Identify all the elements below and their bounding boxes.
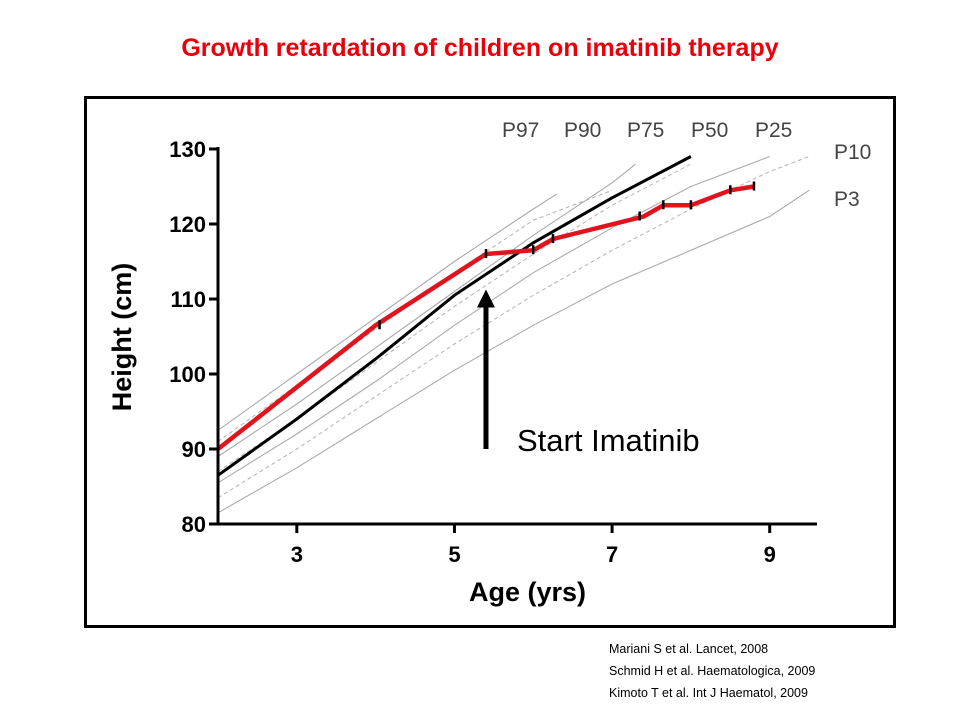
y-tick-label-120: 120 (169, 212, 206, 237)
percentile-line-p10 (217, 155, 810, 499)
percentile-line-p25 (217, 155, 770, 484)
percentile-label-p3: P3 (834, 188, 860, 211)
references: Mariani S et al. Lancet, 2008 Schmid H e… (609, 641, 815, 707)
y-tick-label-100: 100 (169, 362, 206, 387)
percentile-label-p50: P50 (691, 119, 728, 142)
x-axis-title: Age (yrs) (469, 577, 586, 607)
percentile-label-p75: P75 (627, 119, 664, 142)
percentile-label-p90: P90 (564, 119, 601, 142)
y-axis-title: Height (cm) (107, 263, 137, 412)
percentile-line-p97 (217, 193, 558, 431)
x-tick-label-3: 3 (291, 542, 303, 567)
annotation-arrow-head (476, 289, 495, 308)
percentile-label-p97: P97 (502, 119, 539, 142)
x-tick-label-5: 5 (448, 542, 460, 567)
y-tick-label-90: 90 (182, 437, 206, 462)
annotation-text: Start Imatinib (517, 423, 700, 458)
growth-chart: 80 90 100 110 120 130 3 5 7 9 Age (yrs) Height (cm)… (107, 119, 871, 607)
percentile-line-p3 (217, 189, 810, 514)
y-tick-label-110: 110 (171, 287, 207, 312)
patient-growth-line (216, 184, 755, 451)
reference-black-line (217, 155, 692, 477)
x-tick-label-7: 7 (606, 542, 618, 567)
page-title: Growth retardation of children on imatin… (181, 34, 779, 62)
x-tick-label-9: 9 (764, 542, 776, 567)
y-tick-label-80: 80 (182, 512, 206, 537)
y-tick-label-130: 130 (169, 137, 206, 162)
percentile-label-p25: P25 (755, 119, 792, 142)
chart-frame: 80 90 100 110 120 130 3 5 7 9 Age (yrs) Height (cm)… (84, 96, 896, 628)
reference-2: Schmid H et al. Haematologica, 2009 (609, 664, 816, 678)
reference-3: Kimoto T et al. Int J Haematol, 2009 (609, 686, 808, 700)
reference-1: Mariani S et al. Lancet, 2008 (609, 642, 769, 656)
percentile-line-p75 (217, 163, 637, 457)
percentile-label-p10: P10 (834, 141, 871, 164)
